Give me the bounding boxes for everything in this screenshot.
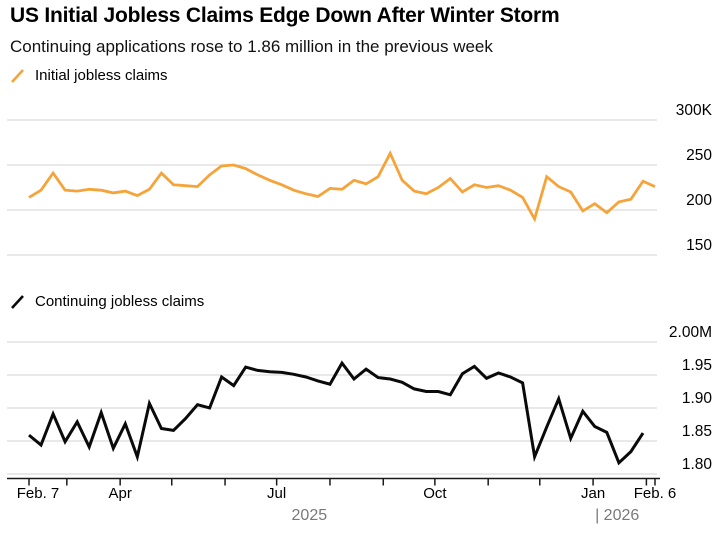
page-title: US Initial Jobless Claims Edge Down Afte… bbox=[10, 4, 560, 27]
continuing-claims-slash-icon bbox=[11, 294, 24, 309]
y-axis-label-continuing-jobless-claims: 2.00M bbox=[669, 324, 712, 341]
year-label: | 2026 bbox=[595, 507, 639, 524]
x-axis-label: Oct bbox=[423, 485, 447, 502]
legend-continuing-label: Continuing jobless claims bbox=[35, 293, 205, 310]
x-axis-label: Feb. 6 bbox=[634, 485, 677, 502]
y-axis-label-continuing-jobless-claims: 1.85 bbox=[682, 423, 712, 440]
legend-initial-jobless-claims: Initial jobless claims bbox=[10, 67, 168, 84]
continuing-jobless-claims-line bbox=[28, 360, 645, 466]
x-axis-label: Feb. 7 bbox=[17, 485, 60, 502]
initial-jobless-claims-line bbox=[28, 150, 656, 223]
y-axis-label-continuing-jobless-claims: 1.90 bbox=[682, 390, 713, 407]
initial-claims-slash-icon bbox=[11, 68, 24, 83]
legend-initial-label: Initial jobless claims bbox=[35, 67, 168, 84]
legend-continuing-jobless-claims: Continuing jobless claims bbox=[10, 293, 204, 310]
y-axis-label-continuing-jobless-claims: 1.95 bbox=[682, 357, 712, 374]
x-axis-label: Apr bbox=[108, 485, 131, 502]
y-axis-label-initial-jobless-claims: 200 bbox=[686, 192, 712, 209]
y-axis-label-initial-jobless-claims: 300K bbox=[676, 102, 713, 119]
y-axis-label-initial-jobless-claims: 250 bbox=[686, 147, 712, 164]
year-label: 2025 bbox=[292, 507, 328, 524]
chart-subtitle: Continuing applications rose to 1.86 mil… bbox=[10, 37, 493, 56]
x-axis-label: Jan bbox=[581, 485, 605, 502]
y-axis-label-continuing-jobless-claims: 1.80 bbox=[682, 456, 713, 473]
x-axis-label: Jul bbox=[267, 485, 286, 502]
y-axis-label-initial-jobless-claims: 150 bbox=[686, 237, 712, 254]
